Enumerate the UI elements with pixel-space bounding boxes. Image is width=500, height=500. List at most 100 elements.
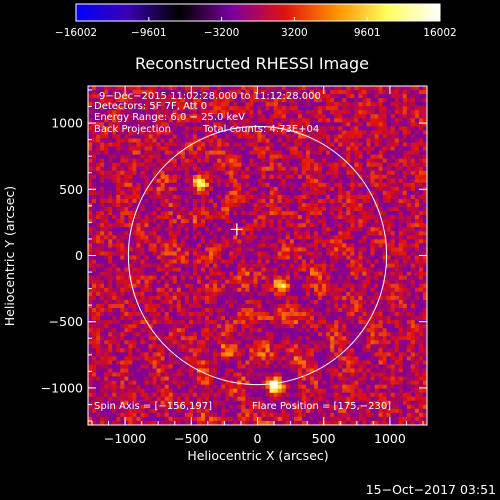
heatmap-cell (144, 279, 149, 285)
heatmap-cell (366, 211, 371, 216)
heatmap-cell (334, 247, 339, 252)
heatmap-cell (281, 186, 287, 192)
heatmap-cell (176, 239, 182, 244)
heatmap-cell (342, 291, 347, 297)
heatmap-cell (176, 223, 182, 228)
heatmap-cell (144, 211, 149, 216)
heatmap-cell (164, 170, 170, 176)
heatmap-cell (172, 235, 178, 240)
heatmap-cell (273, 267, 278, 272)
heatmap-cell (168, 102, 174, 107)
heatmap-cell (273, 283, 278, 289)
heatmap-cell (116, 235, 121, 240)
heatmap-cell (196, 251, 202, 256)
heatmap-cell (366, 158, 371, 163)
heatmap-cell (148, 316, 153, 321)
heatmap-cell (314, 316, 319, 321)
heatmap-cell (305, 283, 311, 289)
heatmap-cell (354, 283, 359, 289)
heatmap-cell (209, 114, 214, 119)
heatmap-cell (184, 231, 190, 236)
heatmap-cell (136, 275, 141, 281)
heatmap-cell (382, 150, 387, 155)
heatmap-cell (156, 134, 161, 139)
heatmap-cell (362, 259, 367, 264)
heatmap-cell (338, 90, 343, 95)
heatmap-cell (406, 158, 412, 163)
heatmap-cell (374, 299, 379, 305)
heatmap-cell (374, 158, 379, 163)
heatmap-cell (358, 146, 363, 151)
heatmap-cell (180, 259, 186, 264)
heatmap-cell (152, 194, 157, 200)
heatmap-cell (394, 316, 400, 321)
heatmap-cell (362, 90, 367, 95)
heatmap-cell (160, 166, 165, 172)
heatmap-cell (354, 106, 359, 111)
heatmap-cell (172, 126, 178, 131)
heatmap-cell (168, 207, 174, 212)
heatmap-cell (140, 166, 145, 172)
heatmap-cell (172, 251, 178, 256)
heatmap-cell (209, 158, 214, 163)
heatmap-cell (205, 166, 210, 172)
heatmap-cell (128, 227, 133, 232)
heatmap-cell (318, 138, 323, 143)
heatmap-cell (289, 126, 295, 131)
heatmap-cell (108, 231, 113, 236)
heatmap-cell (176, 94, 182, 99)
heatmap-cell (418, 174, 424, 180)
heatmap-cell (265, 283, 270, 289)
heatmap-cell (326, 203, 331, 208)
heatmap-cell (374, 247, 379, 252)
heatmap-cell (273, 158, 278, 163)
heatmap-cell (390, 186, 396, 192)
heatmap-cell (358, 170, 363, 176)
heatmap-cell (164, 243, 170, 248)
heatmap-cell (209, 166, 214, 172)
heatmap-cell (229, 162, 234, 168)
heatmap-cell (309, 166, 315, 172)
heatmap-cell (176, 303, 182, 309)
heatmap-cell (265, 118, 270, 123)
heatmap-cell (326, 275, 331, 281)
heatmap-cell (172, 150, 178, 155)
heatmap-cell (120, 174, 125, 180)
heatmap-cell (390, 255, 396, 260)
heatmap-cell (338, 142, 343, 147)
heatmap-cell (188, 110, 194, 115)
heatmap-cell (354, 243, 359, 248)
heatmap-cell (378, 138, 383, 143)
heatmap-cell (350, 275, 355, 281)
heatmap-cell (277, 154, 283, 159)
heatmap-cell (289, 211, 295, 216)
heatmap-cell (209, 186, 214, 192)
heatmap-cell (253, 203, 258, 208)
heatmap-cell (221, 231, 226, 236)
heatmap-cell (136, 263, 141, 268)
heatmap-cell (418, 90, 424, 95)
heatmap-cell (213, 186, 218, 192)
heatmap-cell (116, 106, 121, 111)
heatmap-cell (209, 231, 214, 236)
heatmap-cell (366, 90, 371, 95)
heatmap-cell (144, 102, 149, 107)
heatmap-cell (289, 316, 295, 321)
heatmap-cell (108, 219, 113, 224)
heatmap-cell (225, 259, 230, 264)
heatmap-cell (281, 267, 287, 272)
heatmap-cell (160, 90, 165, 95)
heatmap-cell (108, 247, 113, 252)
heatmap-cell (108, 102, 113, 107)
heatmap-cell (378, 219, 383, 224)
heatmap-cell (338, 166, 343, 172)
heatmap-cell (265, 130, 270, 135)
heatmap-cell (104, 219, 109, 224)
heatmap-cell (261, 138, 266, 143)
heatmap-cell (116, 223, 121, 228)
heatmap-cell (241, 259, 246, 264)
heatmap-cell (188, 122, 194, 127)
heatmap-cell (100, 134, 105, 139)
heatmap-cell (132, 182, 137, 188)
heatmap-cell (152, 299, 157, 305)
